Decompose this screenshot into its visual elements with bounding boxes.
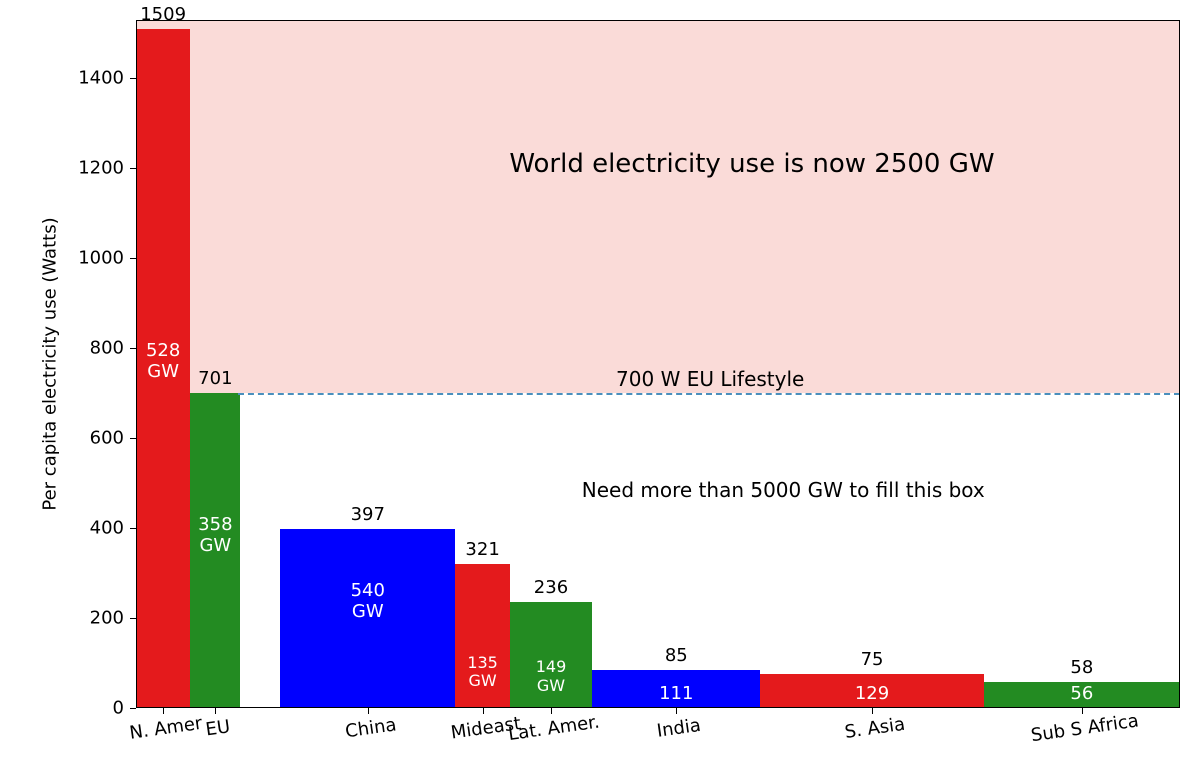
y-axis-title: Per capita electricity use (Watts) — [40, 217, 61, 510]
ytick-label: 1000 — [78, 248, 136, 269]
bar-gw-eu: 358GW — [198, 515, 232, 556]
bar-value-sasia: 75 — [861, 649, 884, 670]
ytick-label: 1200 — [78, 158, 136, 179]
bar-gw-ssafr: 56 — [1070, 684, 1093, 705]
ytick-label: 600 — [90, 428, 136, 449]
bar-value-latam: 236 — [534, 577, 568, 598]
xtick-label-latam: Lat. Amer. — [505, 702, 600, 745]
bar-gw-sasia: 129 — [855, 684, 889, 705]
ytick-label: 400 — [90, 518, 136, 539]
ytick-label: 800 — [90, 338, 136, 359]
eu-lifestyle-reference-line — [238, 393, 1180, 395]
chart-title: World electricity use is now 2500 GW — [509, 149, 994, 179]
xtick-label-sasia: S. Asia — [842, 704, 906, 743]
plot-area: 1509528GW701358GW397540GW321135GW236149G… — [136, 20, 1180, 708]
bar-gw-latam: 149GW — [536, 658, 567, 695]
bar-value-eu: 701 — [198, 368, 232, 389]
bar-value-india: 85 — [665, 645, 688, 666]
eu-lifestyle-reference-label: 700 W EU Lifestyle — [616, 367, 804, 391]
bar-value-mideast: 321 — [465, 539, 499, 560]
xtick-label-india: India — [654, 705, 702, 742]
bar-value-namer: 1509 — [140, 4, 186, 25]
bar-gw-china: 540GW — [351, 581, 385, 622]
electricity-chart: { "chart": { "type": "bar-variable-width… — [0, 0, 1200, 781]
bar-value-china: 397 — [351, 504, 385, 525]
ytick-label: 1400 — [78, 68, 136, 89]
ytick-label: 200 — [90, 608, 136, 629]
bar-value-ssafr: 58 — [1070, 657, 1093, 678]
xtick-label-china: China — [342, 704, 397, 742]
bar-gw-india: 111 — [659, 684, 693, 705]
fill-box-note: Need more than 5000 GW to fill this box — [582, 478, 985, 502]
bar-gw-namer: 528GW — [146, 341, 180, 382]
xtick-label-namer: N. Amer — [127, 703, 204, 744]
bar-gw-mideast: 135GW — [467, 654, 498, 691]
xtick-label-eu: EU — [203, 706, 232, 740]
